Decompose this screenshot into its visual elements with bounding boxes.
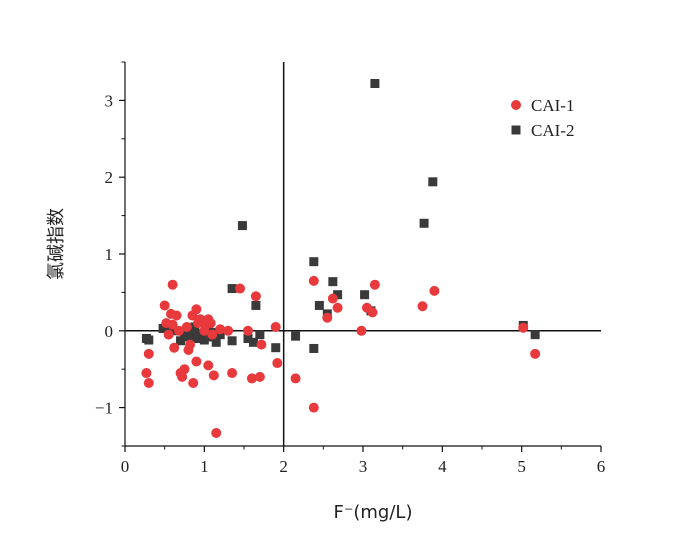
- data-point-cai-1: [177, 371, 188, 382]
- data-point-cai-1: [254, 371, 265, 382]
- x-tick-label: 6: [597, 457, 606, 476]
- data-point-cai-1: [163, 329, 174, 340]
- data-point-cai-1: [215, 324, 226, 335]
- data-point-cai-1: [332, 302, 343, 313]
- data-point-cai-2: [176, 336, 186, 346]
- data-point-cai-1: [173, 325, 184, 336]
- x-tick-label: 3: [359, 457, 368, 476]
- y-tick-label: −1: [95, 399, 113, 418]
- data-point-cai-2: [428, 177, 438, 187]
- data-point-cai-1: [185, 339, 196, 350]
- x-axis-title: F⁻(mg/L): [334, 502, 413, 523]
- data-point-cai-2: [333, 290, 343, 300]
- data-point-cai-2: [249, 337, 259, 347]
- data-point-cai-1: [141, 368, 152, 379]
- data-point-cai-2: [370, 79, 380, 89]
- data-point-cai-1: [235, 283, 246, 294]
- data-point-cai-1: [530, 348, 541, 359]
- data-point-cai-1: [246, 373, 257, 384]
- data-point-cai-2: [215, 330, 225, 340]
- data-point-cai-1: [327, 293, 338, 304]
- data-point-cai-2: [360, 290, 370, 300]
- data-point-cai-2: [314, 300, 324, 310]
- data-point-cai-1: [272, 358, 283, 369]
- data-point-cai-1: [167, 319, 178, 330]
- x-tick-label: 1: [200, 457, 209, 476]
- data-point-cai-2: [144, 335, 154, 345]
- data-point-cai-2: [251, 300, 261, 310]
- data-point-cai-1: [223, 325, 234, 336]
- data-point-cai-1: [191, 304, 202, 315]
- data-point-cai-1: [203, 360, 214, 371]
- y-tick-label: 3: [105, 91, 114, 110]
- data-point-cai-1: [211, 427, 222, 438]
- data-point-cai-2: [199, 335, 209, 345]
- data-point-cai-2: [227, 284, 237, 294]
- data-point-cai-1: [417, 301, 428, 312]
- data-point-cai-1: [429, 285, 440, 296]
- legend-marker-cai-2: [511, 125, 521, 135]
- data-point-cai-1: [308, 402, 319, 413]
- data-point-cai-1: [167, 279, 178, 290]
- data-point-cai-2: [271, 343, 281, 353]
- data-point-cai-2: [237, 221, 247, 231]
- data-point-cai-2: [193, 329, 203, 339]
- data-point-cai-2: [530, 330, 540, 340]
- data-point-cai-1: [208, 370, 219, 381]
- data-point-cai-1: [143, 348, 154, 359]
- data-point-cai-1: [227, 368, 238, 379]
- data-point-cai-2: [227, 336, 237, 346]
- x-tick-label: 2: [279, 457, 288, 476]
- data-point-cai-1: [518, 322, 529, 333]
- y-tick-label: 1: [105, 245, 114, 264]
- data-point-cai-1: [181, 321, 192, 332]
- y-axis-title: 氯碱指数: [46, 208, 67, 280]
- data-point-cai-2: [187, 333, 197, 343]
- legend-label-cai-2: CAI-2: [531, 121, 574, 140]
- data-point-cai-1: [171, 310, 182, 321]
- data-point-cai-1: [179, 364, 190, 375]
- data-point-cai-2: [255, 330, 265, 340]
- y-tick-label: 0: [105, 322, 114, 341]
- legend-label-cai-1: CAI-1: [531, 96, 574, 115]
- data-point-cai-1: [143, 378, 154, 389]
- data-point-cai-1: [159, 300, 170, 311]
- x-tick-label: 4: [438, 457, 447, 476]
- data-point-cai-2: [185, 328, 195, 338]
- y-tick-label: 2: [105, 168, 114, 187]
- data-point-cai-1: [369, 279, 380, 290]
- data-point-cai-1: [188, 378, 199, 389]
- data-point-cai-2: [328, 277, 338, 287]
- data-point-cai-2: [419, 218, 429, 228]
- x-tick-label: 0: [121, 457, 130, 476]
- data-point-cai-1: [242, 325, 253, 336]
- data-point-cai-2: [309, 343, 319, 353]
- axes: 0 1 2 3 4 5 6 −1 0 1 2 3: [95, 61, 606, 476]
- data-point-cai-1: [256, 339, 267, 350]
- data-point-cai-1: [169, 342, 180, 353]
- data-point-cai-2: [211, 337, 221, 347]
- data-point-cai-1: [308, 275, 319, 286]
- data-point-cai-1: [207, 329, 218, 340]
- legend: CAI-1 CAI-2: [511, 96, 574, 140]
- data-points: [141, 79, 541, 438]
- data-point-cai-1: [205, 318, 216, 329]
- data-point-cai-1: [191, 356, 202, 367]
- data-point-cai-1: [322, 312, 333, 323]
- data-point-cai-1: [367, 307, 378, 318]
- data-point-cai-2: [243, 333, 253, 343]
- plot-area: [125, 62, 601, 446]
- data-point-cai-2: [291, 331, 301, 341]
- data-point-cai-1: [290, 373, 301, 384]
- data-point-cai-1: [270, 321, 281, 332]
- legend-marker-cai-1: [511, 100, 521, 110]
- data-point-cai-1: [250, 291, 261, 302]
- data-point-cai-1: [356, 325, 367, 336]
- x-tick-label: 5: [517, 457, 526, 476]
- data-point-cai-2: [309, 257, 319, 267]
